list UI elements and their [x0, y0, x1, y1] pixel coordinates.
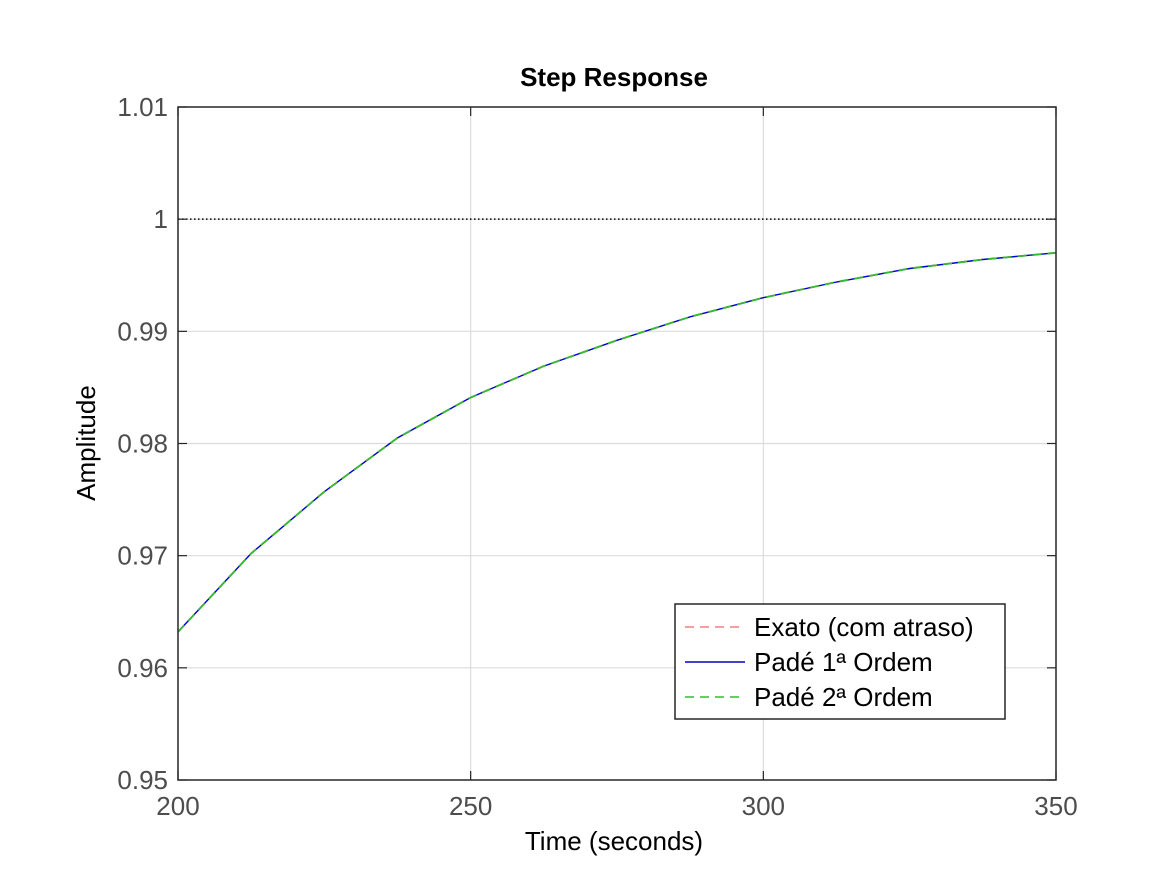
series-layer — [177, 251, 1057, 633]
x-tick-label: 200 — [156, 791, 199, 821]
x-axis-title: Time (seconds) — [525, 826, 703, 856]
y-tick-label: 0.99 — [117, 316, 168, 346]
y-tick-label: 0.97 — [117, 541, 168, 571]
x-tick-label: 250 — [449, 791, 492, 821]
y-tick-label: 1.01 — [117, 92, 168, 122]
y-tick-label: 1 — [154, 204, 168, 234]
x-tick-label: 300 — [742, 791, 785, 821]
legend: Exato (com atraso) Padé 1ª Ordem Padé 2ª O… — [674, 603, 1006, 720]
y-axis-title: Amplitude — [71, 385, 101, 501]
chart-title: Step Response — [520, 62, 708, 92]
tick-label-layer: 200 250 300 350 0.95 0.96 0.97 0.98 0.99 1 1.01 — [117, 92, 1077, 821]
x-tick-label: 350 — [1034, 791, 1077, 821]
legend-label-1: Exato (com atraso) — [754, 612, 974, 642]
series-line-3 — [177, 251, 1057, 633]
tick-layer — [177, 106, 1057, 781]
legend-label-3: Padé 2ª Ordem — [754, 682, 933, 712]
y-tick-label: 0.98 — [117, 429, 168, 459]
y-tick-label: 0.96 — [117, 653, 168, 683]
y-tick-label: 0.95 — [117, 765, 168, 795]
legend-label-2: Padé 1ª Ordem — [754, 647, 933, 677]
